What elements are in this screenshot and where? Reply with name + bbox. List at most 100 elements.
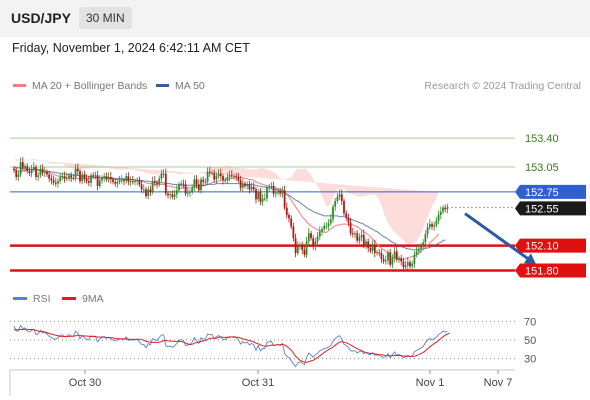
- x-tick-label: Oct 30: [69, 377, 101, 389]
- candle-body: [301, 244, 304, 250]
- candle-body: [323, 225, 326, 230]
- candle-body: [244, 183, 246, 187]
- candle-body: [215, 176, 218, 180]
- price-tag-152.10: [515, 238, 586, 253]
- candle-body: [417, 248, 420, 252]
- candle-body: [411, 263, 414, 267]
- candle-body: [424, 234, 427, 243]
- candle-body: [226, 176, 229, 181]
- candle-body: [96, 175, 99, 187]
- candle-body: [123, 180, 125, 182]
- candle-body: [160, 173, 163, 179]
- candle-body: [391, 258, 394, 265]
- candle-body: [303, 249, 306, 255]
- candle-body: [428, 224, 431, 228]
- candle-body: [395, 251, 398, 260]
- candle-body: [415, 251, 418, 255]
- candle-body: [65, 177, 68, 179]
- candle-body: [365, 241, 367, 246]
- candle-body: [255, 189, 257, 200]
- candle-body: [13, 168, 15, 171]
- candle-body: [54, 182, 57, 184]
- symbol-title: USD/JPY: [11, 10, 71, 26]
- candle-body: [114, 181, 117, 184]
- candle-body: [151, 181, 154, 192]
- candle-body: [259, 191, 262, 202]
- price-tag-151.80: [515, 263, 586, 278]
- candle-body: [305, 241, 308, 255]
- candle-body: [19, 162, 22, 175]
- candle-body: [442, 207, 444, 212]
- price-tag-152.55: [515, 201, 586, 216]
- candle-body: [219, 173, 222, 177]
- candle-body: [426, 227, 429, 235]
- candle-body: [156, 182, 158, 185]
- timeframe-badge[interactable]: 30 MIN: [79, 7, 132, 29]
- candle-body: [37, 175, 40, 177]
- candle-body: [299, 244, 301, 247]
- candle-body: [250, 186, 253, 190]
- price-label-153.40: 153.40: [525, 133, 559, 145]
- candle-body: [48, 174, 51, 179]
- candle-body: [444, 207, 447, 210]
- candle-body: [167, 193, 169, 196]
- candle-body: [153, 181, 156, 183]
- candle-body: [43, 172, 46, 174]
- candle-body: [41, 168, 44, 173]
- candle-body: [387, 252, 389, 261]
- candle-body: [398, 258, 400, 260]
- candle-body: [239, 180, 242, 188]
- candle-body: [63, 176, 66, 179]
- candle-body: [362, 234, 365, 246]
- candle-body: [191, 187, 194, 192]
- candle-body: [435, 220, 438, 225]
- candle-body: [354, 233, 356, 235]
- rsi-legend-label: RSI: [33, 293, 51, 305]
- candle-body: [189, 191, 191, 193]
- candle-body: [402, 261, 405, 268]
- candle-body: [272, 186, 275, 194]
- candle-body: [314, 241, 317, 247]
- candle-body: [147, 189, 150, 196]
- candle-body: [404, 265, 407, 268]
- candle-body: [356, 233, 359, 241]
- candle-body: [94, 175, 97, 177]
- candle-body: [332, 206, 334, 220]
- forecast-arrow: [464, 212, 533, 263]
- candle-body: [30, 169, 33, 173]
- candle-body: [46, 172, 48, 175]
- candle-body: [266, 187, 268, 199]
- candle-body: [257, 191, 260, 200]
- candle-body: [288, 215, 290, 219]
- rsi-swatch: [13, 297, 27, 300]
- candle-body: [186, 192, 189, 194]
- candle-body: [103, 176, 106, 178]
- candle-body: [307, 233, 310, 242]
- chart-header: USD/JPY 30 MIN: [0, 0, 590, 37]
- rsi-tick-label: 70: [524, 316, 536, 328]
- candle-body: [347, 217, 350, 223]
- candle-body: [384, 260, 387, 262]
- candle-body: [158, 178, 161, 185]
- candle-body: [279, 191, 282, 194]
- ma50-swatch: [156, 83, 169, 87]
- candle-body: [406, 262, 409, 266]
- candle-body: [224, 180, 227, 182]
- candle-body: [277, 191, 279, 193]
- candle-body: [85, 178, 88, 182]
- candle-body: [92, 175, 95, 177]
- candle-body: [195, 179, 198, 185]
- candle-body: [72, 177, 75, 179]
- ma20-swatch: [13, 83, 26, 87]
- candle-body: [312, 238, 315, 247]
- candle-body: [140, 184, 143, 190]
- candle-body: [285, 207, 288, 216]
- candle-body: [334, 200, 337, 207]
- ma50-label: MA 50: [175, 80, 205, 92]
- candles: [13, 156, 449, 271]
- price-label-151.80: 151.80: [525, 265, 559, 277]
- candle-body: [290, 218, 293, 227]
- candle-body: [178, 184, 180, 191]
- candle-body: [79, 171, 81, 182]
- legend-ma20-bb: MA 20 + Bollinger Bands: [13, 80, 147, 92]
